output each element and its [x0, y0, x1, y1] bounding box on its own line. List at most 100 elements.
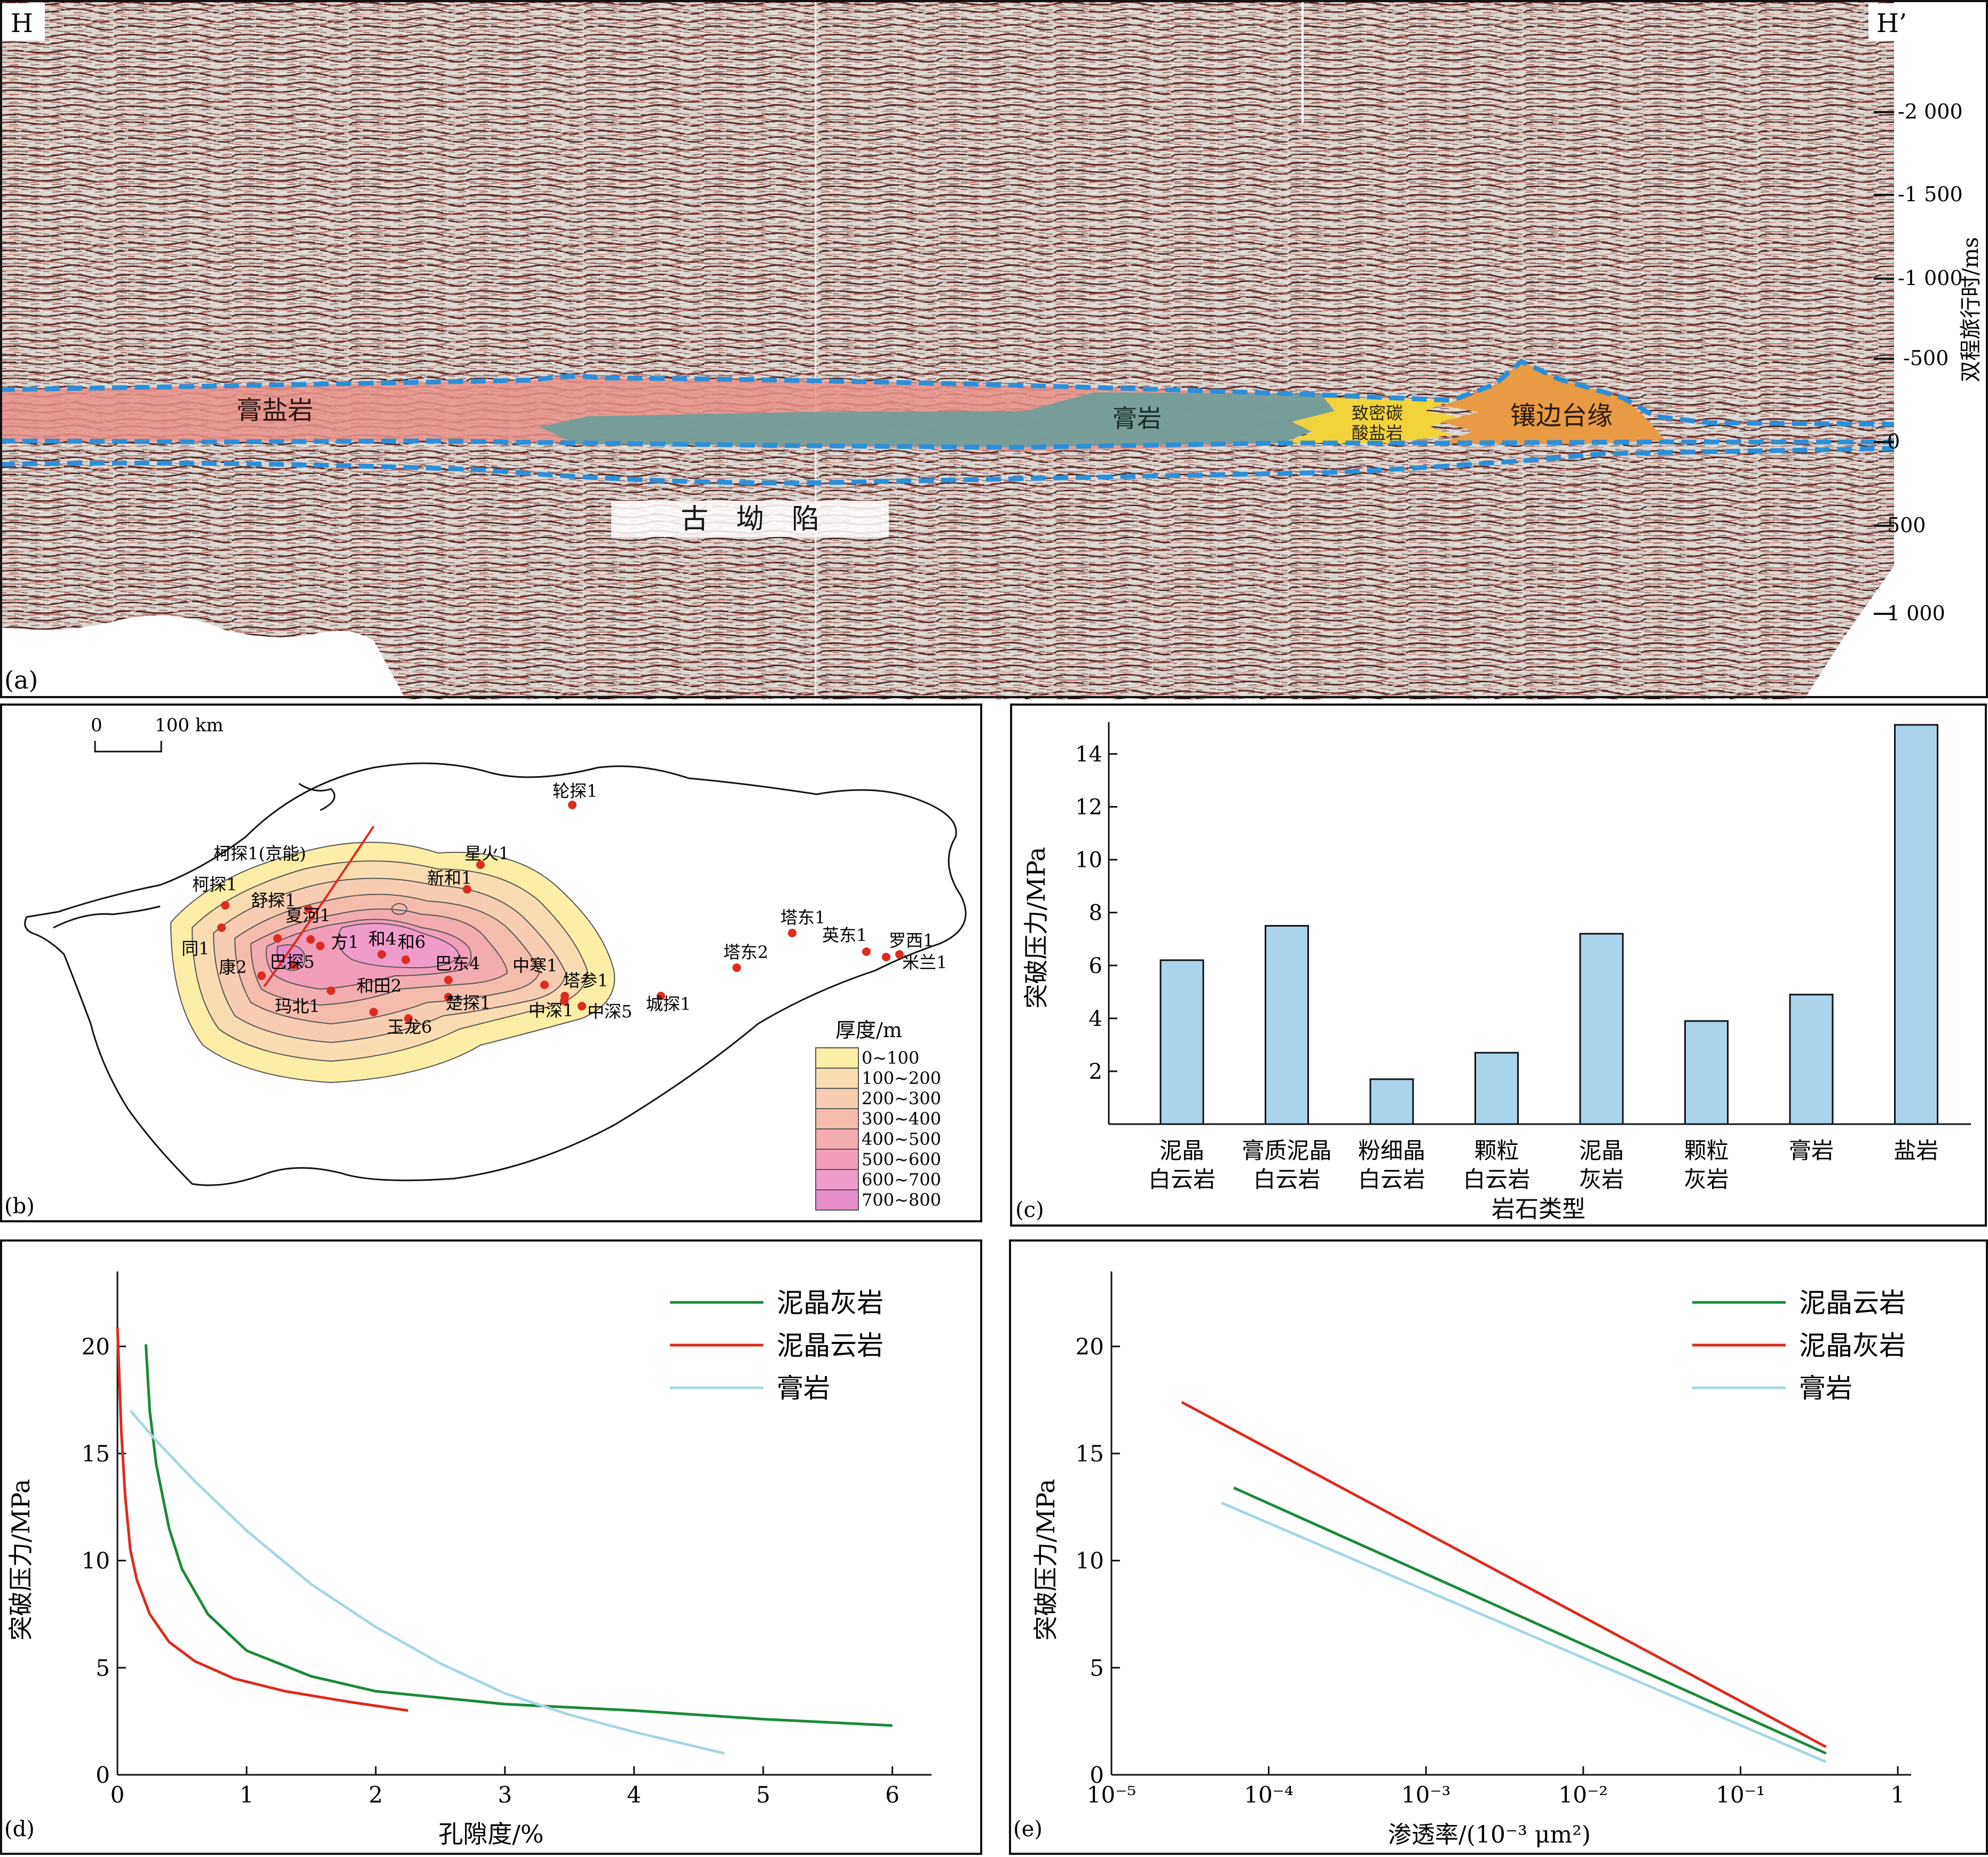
y-tick-label: 15 — [1076, 1441, 1104, 1467]
well-marker — [444, 976, 453, 984]
y-tick-label: 5 — [1090, 1655, 1104, 1681]
well-label: 塔东1 — [780, 907, 825, 928]
time-tick: -1 500 — [1898, 183, 1963, 206]
series-line — [1233, 1487, 1827, 1755]
well-label: 中深5 — [587, 1001, 632, 1022]
y-tick-label: 4 — [1089, 1007, 1102, 1031]
panel-d-frame — [0, 1239, 982, 1855]
y-tick-label: 14 — [1075, 742, 1102, 766]
legend-label: 700~800 — [862, 1190, 941, 1210]
category-label: 膏岩 — [1789, 1137, 1834, 1164]
tag-a: (a) — [4, 666, 38, 694]
legend-swatch — [815, 1047, 859, 1069]
x-tick-label: 3 — [498, 1782, 512, 1808]
y-tick-label: 0 — [96, 1762, 110, 1788]
panel-e-line-chart: 突破压力/MPa 渗透率/(10⁻³ μm²) (e) 0 5 10 15 20 10⁻⁵… — [1009, 1239, 1988, 1855]
legend-label: 400~500 — [862, 1129, 941, 1149]
y-axis-title: 突破压力/MPa — [1022, 847, 1051, 1009]
bar — [1579, 933, 1624, 1125]
tag-c: (c) — [1015, 1198, 1044, 1222]
bar — [1265, 924, 1309, 1125]
well-label: 罗西1 — [889, 930, 934, 951]
seismic-figure: 膏盐岩 膏岩 致密碳 酸盐岩 镶边台缘 古 坳 陷 H H’ (a) -2 00… — [0, 0, 1988, 699]
well-label: 星火1 — [464, 843, 509, 864]
legend-swatch — [815, 1068, 859, 1089]
x-axis-title: 岩石类型 — [1492, 1196, 1585, 1223]
y-axis-title: 突破压力/MPa — [1031, 1479, 1060, 1641]
well-marker — [862, 947, 871, 956]
legend-label: 0~100 — [862, 1048, 919, 1068]
bottom-boundary — [0, 446, 1895, 486]
h-label-box — [2, 3, 45, 41]
well-label: 夏河1 — [286, 905, 330, 926]
well-label: 英东1 — [822, 925, 867, 945]
well-marker — [257, 971, 266, 980]
well-label: 玛北1 — [275, 996, 320, 1016]
category-label: 白云岩 — [1253, 1166, 1320, 1192]
y-tick-label: 10 — [82, 1548, 110, 1574]
porosity-chart: 突破压力/MPa 孔隙度/% (d) 0 5 10 15 20 0 1 2 3 4 5 6 泥晶灰岩泥晶… — [0, 1239, 982, 1855]
y-tick-label: 6 — [1089, 954, 1102, 978]
panel-d-line-chart: 突破压力/MPa 孔隙度/% (d) 0 5 10 15 20 0 1 2 3 4 5 6 泥晶灰岩 泥晶… — [0, 1239, 982, 1855]
time-tick: 500 — [1887, 513, 1926, 537]
bar — [1789, 993, 1834, 1125]
well-marker — [369, 1008, 378, 1016]
bar-chart: 突破压力/MPa 岩石类型 (c) 2468101214泥晶白云岩膏质泥晶白云岩… — [1010, 704, 1987, 1227]
coast-line-2 — [298, 783, 336, 811]
label-gypsum-salt: 膏盐岩 — [236, 396, 313, 425]
time-axis: -2 000 -1 500 -1 000 -500 0 500 1 000 双程… — [1874, 100, 1983, 625]
well-marker — [882, 953, 890, 961]
legend-title: 厚度/m — [835, 1018, 902, 1042]
x-tick-label: 10⁻¹ — [1716, 1782, 1765, 1808]
legend-label: 泥晶云岩 — [777, 1330, 883, 1361]
x-tick-label: 10⁻³ — [1401, 1782, 1450, 1808]
category-label: 颗粒 — [1474, 1137, 1519, 1164]
well-label: 塔东2 — [723, 942, 768, 962]
well-marker — [578, 1002, 586, 1010]
scale-label: 100 km — [155, 715, 224, 736]
well-label: 轮探1 — [553, 781, 597, 801]
well-marker — [401, 955, 410, 964]
well-label: 同1 — [182, 938, 209, 959]
thickness-legend: 0~100100~200200~300300~400400~500500~600… — [815, 1047, 941, 1211]
well-marker — [327, 986, 335, 995]
legend-label: 泥晶灰岩 — [777, 1287, 883, 1318]
legend-swatch — [815, 1128, 859, 1150]
well-marker — [217, 923, 226, 932]
y-tick-label: 8 — [1089, 901, 1102, 926]
legend-label: 膏岩 — [777, 1373, 830, 1404]
no-data-area-left — [0, 615, 406, 699]
rimmed-platform-body — [1441, 361, 1666, 444]
tag-d: (d) — [4, 1817, 35, 1842]
well-label: 和田2 — [357, 976, 401, 996]
well-marker — [444, 993, 453, 1001]
label-paleo-depression: 古 坳 陷 — [681, 503, 819, 535]
middle-boundary — [0, 438, 1894, 450]
time-axis-title: 双程旅行时/ms — [1959, 237, 1983, 382]
well-marker — [221, 901, 230, 910]
h-prime-label: H’ — [1876, 9, 1907, 38]
legend-label: 100~200 — [862, 1068, 941, 1088]
series-line — [1181, 1401, 1827, 1749]
seismic-noise — [0, 0, 1894, 699]
basin-outline — [24, 762, 967, 1186]
bar — [1474, 1052, 1519, 1125]
well-label: 柯探1 — [192, 874, 237, 895]
series-line — [144, 1344, 893, 1727]
legend-swatch — [815, 1108, 859, 1129]
well-label: 中深1 — [528, 1000, 573, 1021]
y-tick-label: 20 — [1076, 1333, 1104, 1360]
legend-swatch — [815, 1149, 859, 1170]
well-marker — [289, 961, 298, 969]
series-line — [1220, 1502, 1827, 1764]
category-label: 盐岩 — [1894, 1137, 1938, 1164]
series-line — [129, 1410, 725, 1755]
well-label: 米兰1 — [902, 952, 947, 973]
tag-b: (b) — [4, 1194, 35, 1219]
x-axis-title: 孔隙度/% — [438, 1820, 543, 1848]
category-label: 灰岩 — [1579, 1166, 1624, 1192]
category-label: 颗粒 — [1684, 1137, 1729, 1164]
category-label: 泥晶 — [1159, 1137, 1204, 1164]
coast-line-1 — [53, 905, 161, 929]
